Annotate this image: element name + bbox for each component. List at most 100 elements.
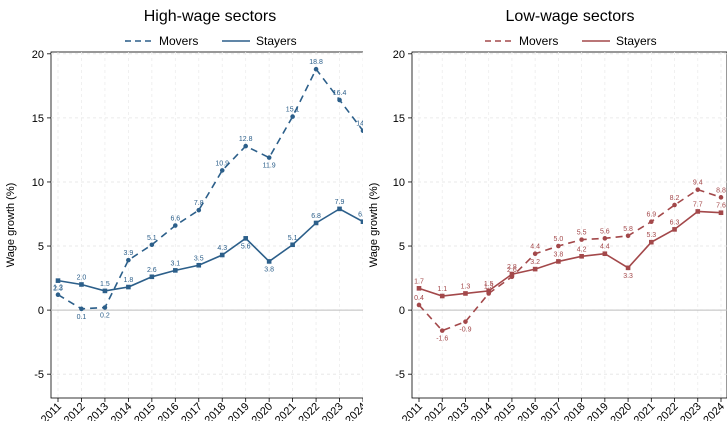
data-label-stayers: 1.5 [100,281,110,288]
data-point-movers [695,187,701,192]
data-point-movers [266,155,272,160]
data-point-stayers [463,291,468,296]
data-label-movers: -1.6 [436,336,448,343]
legend-label-stayers: Stayers [616,34,657,48]
chart-title: Low-wage sectors [506,8,635,25]
data-label-stayers: 3.3 [623,273,633,280]
data-label-movers: 8.2 [670,195,680,202]
x-tick-label: 2014 [109,401,135,421]
series-line-stayers [418,210,722,297]
y-tick-label: 5 [399,241,405,253]
data-point-stayers [313,220,319,226]
data-label-stayers: 1.5 [484,281,494,288]
data-label-movers: 10.9 [215,160,229,167]
x-tick-label: 2016 [156,401,182,421]
y-tick-label: 5 [38,241,44,253]
y-tick-label: 15 [32,113,44,125]
x-tick-label: 2019 [226,401,252,421]
y-tick-label: 0 [38,305,44,317]
data-point-movers [337,97,342,103]
data-label-movers: 16.4 [333,90,347,97]
series-line-stayers [57,207,363,292]
data-point-stayers [439,293,445,299]
data-label-stayers: 7.7 [693,201,703,208]
data-point-stayers [649,239,654,245]
data-point-stayers [173,268,178,273]
data-label-stayers: 6.8 [311,213,321,220]
data-label-stayers: 7.9 [335,199,345,206]
data-point-stayers [509,271,515,277]
data-point-stayers [579,253,584,259]
data-point-stayers [486,288,491,294]
data-point-movers [126,257,131,263]
data-point-movers [79,306,84,312]
data-label-stayers: 2.3 [53,286,63,293]
data-point-stayers [625,265,631,271]
x-tick-label: 2012 [62,401,88,421]
y-tick-label: 10 [32,177,44,189]
x-tick-label: 2020 [249,401,275,421]
data-point-stayers [126,284,131,290]
series-line-movers [57,67,363,310]
data-point-stayers [672,227,677,232]
data-point-movers [173,223,178,228]
data-label-stayers: 3.1 [170,260,180,267]
data-label-stayers: 6.3 [670,219,680,226]
data-label-movers: 0.1 [77,314,87,321]
chart-high-wage: High-wage sectors Movers Stayers -5 0 5 10 15 20… [5,8,363,421]
legend: Movers Stayers [485,34,657,48]
data-point-movers [290,114,295,119]
data-point-stayers [416,286,422,291]
data-point-movers [672,202,677,208]
data-label-stayers: 4.2 [577,246,587,253]
data-label-stayers: 7.6 [716,203,726,210]
x-tick-label: 2024 [701,401,727,421]
y-axis-title: Wage growth (%) [5,183,17,268]
chart-low-wage: Low-wage sectors Movers Stayers -5 0 5 10 15 20 W… [368,8,727,421]
data-label-stayers: 3.8 [264,266,274,273]
x-tick-label: 2022 [296,401,322,421]
data-label-stayers: 1.8 [124,277,134,284]
data-label-movers: 1.3 [484,283,494,290]
x-tick-label: 2015 [132,401,158,421]
x-tick-label: 2017 [179,401,205,421]
data-label-movers: 3.9 [124,250,134,257]
chart-title: High-wage sectors [144,8,277,25]
data-point-stayers [556,259,561,264]
x-tick-label: 2021 [273,401,299,421]
y-tick-label: 15 [393,113,405,125]
data-point-movers [149,242,155,248]
legend-label-movers: Movers [519,34,558,48]
data-label-movers: 1.2 [53,285,63,292]
data-point-stayers [337,206,342,212]
data-point-movers [556,243,561,249]
data-point-stayers [219,252,225,258]
y-tick-label: 0 [399,305,405,317]
data-point-movers [649,219,654,224]
data-point-movers [579,237,584,242]
x-tick-label: 2023 [320,401,346,421]
data-point-stayers [149,274,155,280]
data-point-movers [718,195,724,200]
data-point-stayers [243,236,248,241]
y-tick-label: 20 [393,49,405,61]
x-tick-label: 2024 [343,401,363,421]
data-label-movers: 2.6 [507,267,517,274]
data-label-movers: 7.8 [194,200,204,207]
y-tick-label: -5 [34,369,44,381]
chart-panel-low-wage: Low-wage sectors Movers Stayers -5 0 5 10 15 20 W… [363,0,727,421]
data-label-stayers: 1.7 [414,278,424,285]
data-point-stayers [266,259,272,264]
x-tick-label: 2018 [203,401,229,421]
data-point-movers [360,128,363,134]
data-label-movers: 5.6 [600,228,610,235]
data-label-stayers: 3.2 [530,259,540,266]
data-point-stayers [602,251,608,257]
y-tick-label: 10 [393,177,405,189]
data-label-movers: 11.9 [263,163,276,170]
data-point-movers [439,328,445,333]
data-label-stayers: 5.1 [288,235,298,242]
data-point-stayers [196,262,202,268]
data-label-movers: 6.6 [170,216,180,223]
data-label-stayers: 6.9 [358,212,363,219]
